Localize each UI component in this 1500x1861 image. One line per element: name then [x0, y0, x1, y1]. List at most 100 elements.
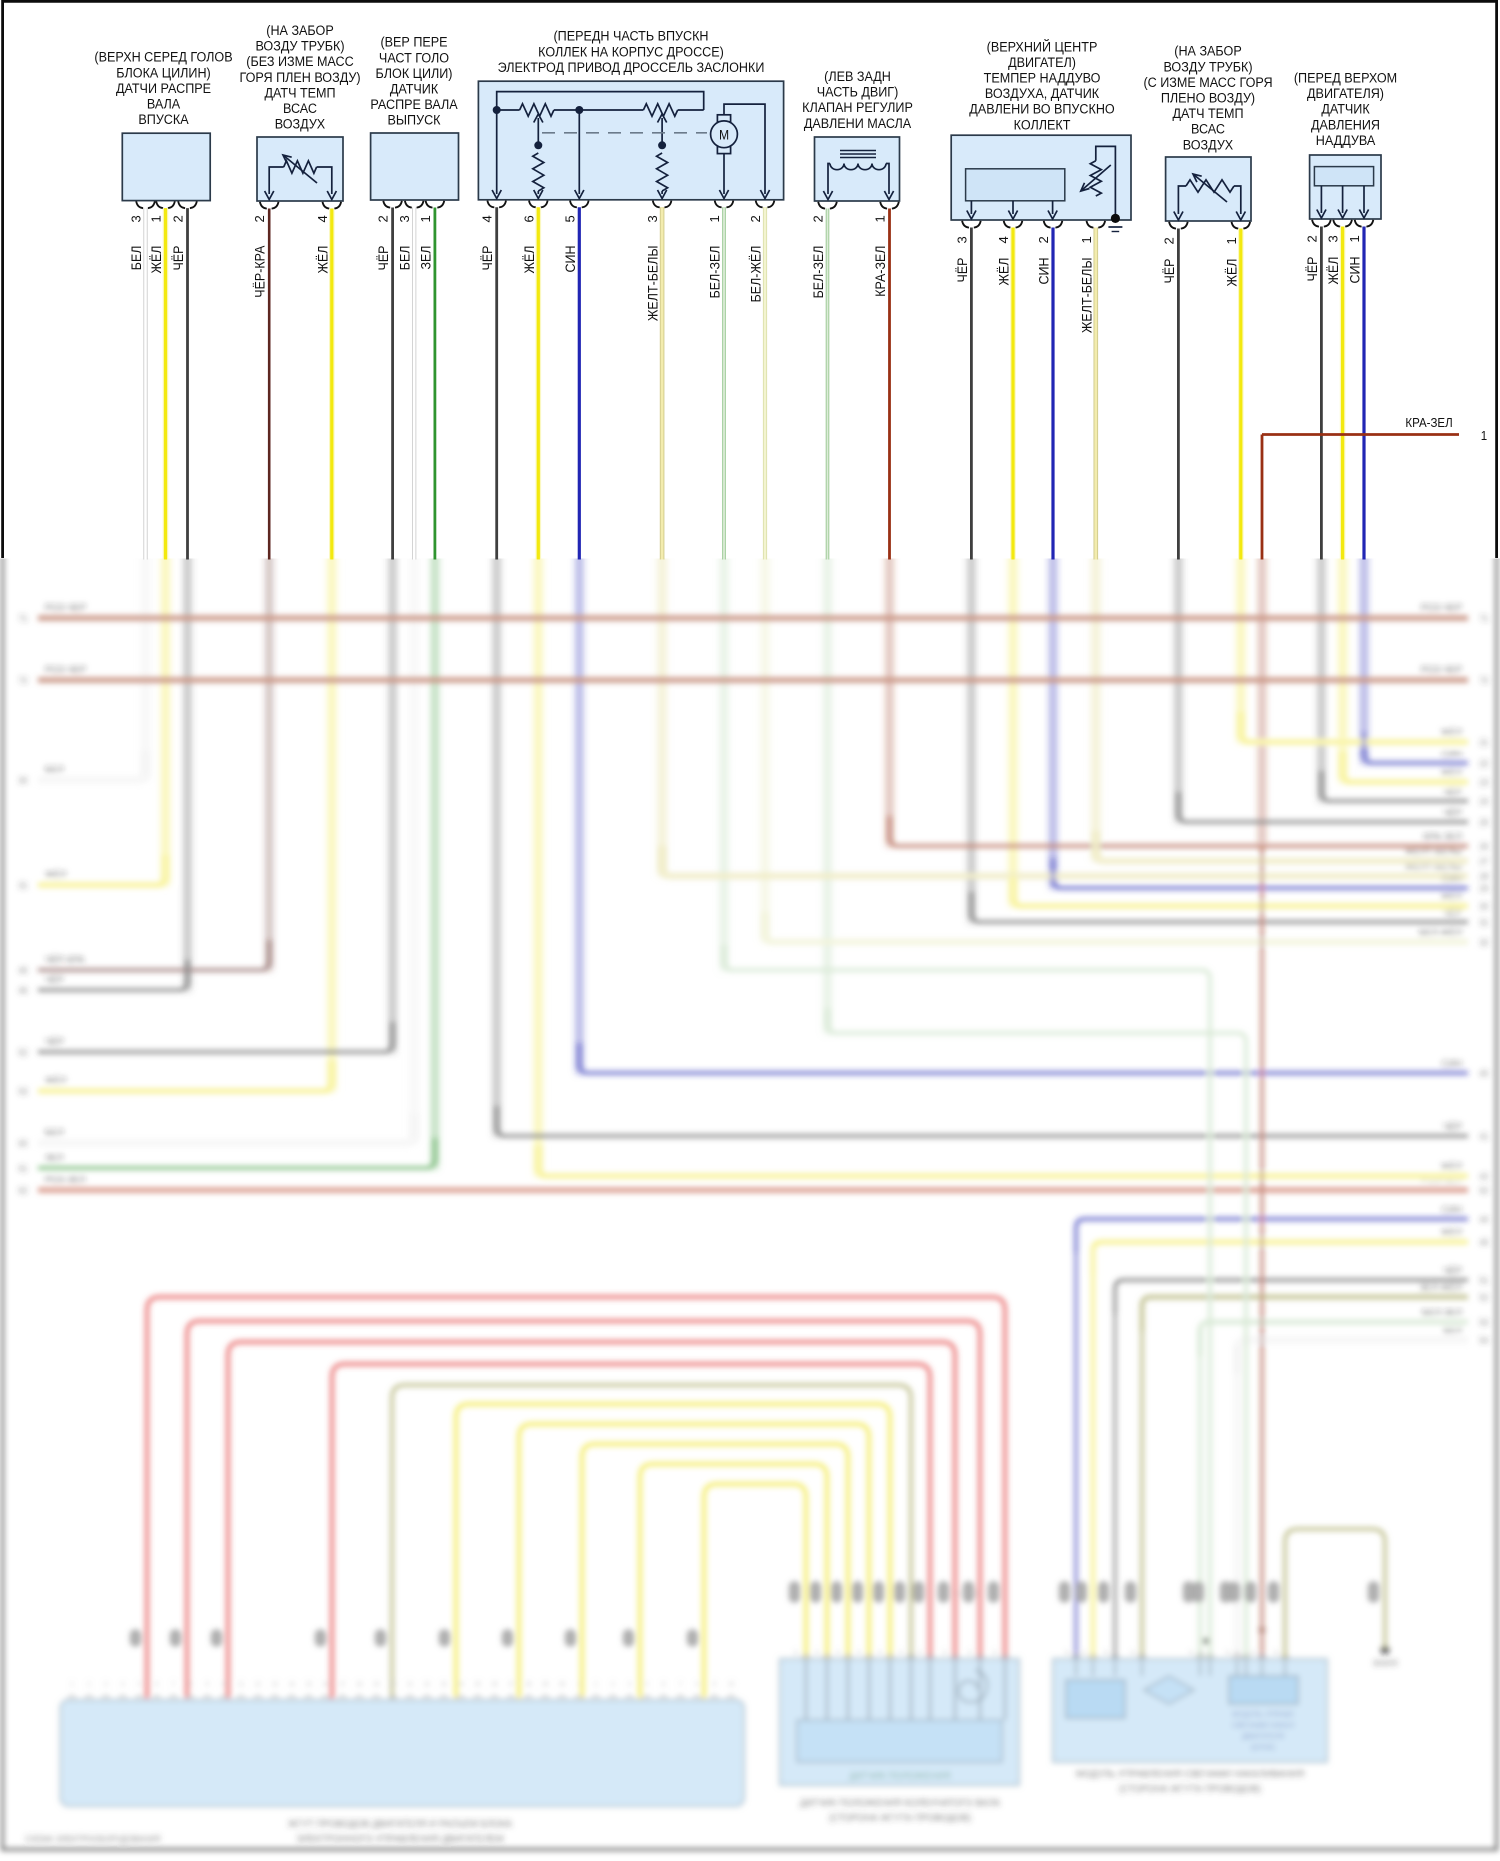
svg-text:5: 5 [138, 1682, 141, 1688]
svg-text:45: 45 [1479, 1237, 1488, 1248]
svg-text:27: 27 [508, 1682, 514, 1688]
svg-text:ДАТЧИК ПОЛОЖЕНИЯ КОЛЕНЧАТОГО В: ДАТЧИК ПОЛОЖЕНИЯ КОЛЕНЧАТОГО ВАЛА [800, 1798, 1000, 1810]
svg-text:БЛОКА ЦИЛИН): БЛОКА ЦИЛИН) [116, 65, 210, 81]
svg-text:ЖЁЛ: ЖЁЛ [1224, 259, 1240, 287]
svg-text:ЖЁЛ: ЖЁЛ [45, 1076, 66, 1088]
svg-text:1: 1 [418, 215, 433, 222]
svg-text:10: 10 [728, 1682, 734, 1688]
svg-text:1: 1 [70, 1682, 73, 1688]
svg-text:4: 4 [1189, 1650, 1193, 1657]
svg-text:ЖЁЛ: ЖЁЛ [1441, 768, 1462, 780]
svg-text:СИН: СИН [562, 246, 578, 273]
svg-text:РОЗ-ЧЕР: РОЗ-ЧЕР [1421, 603, 1462, 615]
svg-text:МОДУЛЬ УПРАВЛЕНИЯ СВЕЧАМИ НАКА: МОДУЛЬ УПРАВЛЕНИЯ СВЕЧАМИ НАКАЛИВАНИЯ [1076, 1769, 1305, 1781]
svg-text:1: 1 [1481, 428, 1488, 443]
svg-text:15: 15 [306, 1682, 312, 1688]
svg-text:41: 41 [1479, 1131, 1488, 1142]
svg-text:ЗЕЛ: ЗЕЛ [418, 246, 434, 270]
svg-text:ЧЁР-КРА: ЧЁР-КРА [45, 955, 85, 967]
svg-text:3: 3 [611, 1682, 614, 1688]
svg-text:4: 4 [628, 1682, 631, 1688]
svg-text:СИН: СИН [1442, 1205, 1462, 1217]
svg-text:5: 5 [975, 1591, 979, 1598]
svg-text:ЧЁР: ЧЁР [1443, 808, 1462, 820]
svg-text:(НА ЗАБОР: (НА ЗАБОР [266, 22, 334, 38]
svg-text:8: 8 [696, 1682, 699, 1688]
svg-text:22: 22 [424, 1682, 430, 1688]
svg-text:СИН: СИН [1442, 749, 1462, 761]
svg-text:ЖЁЛ: ЖЁЛ [1325, 257, 1341, 285]
svg-text:71: 71 [18, 613, 27, 624]
svg-text:62: 62 [1479, 1185, 1488, 1196]
svg-text:25: 25 [475, 1682, 481, 1688]
svg-text:(НА ЗАБОР: (НА ЗАБОР [1174, 43, 1242, 59]
svg-text:72: 72 [1479, 675, 1488, 686]
svg-text:БЕЛ-ЖЁЛ: БЕЛ-ЖЁЛ [748, 246, 764, 303]
svg-text:(ЛЕВ ЗАДН: (ЛЕВ ЗАДН [824, 68, 891, 84]
svg-text:3: 3 [129, 215, 144, 222]
svg-text:4: 4 [1274, 1650, 1278, 1657]
svg-text:ЖЕЛТ-БЕЛЫ: ЖЕЛТ-БЕЛЫ [645, 246, 661, 322]
svg-text:9: 9 [206, 1682, 209, 1688]
svg-text:44: 44 [1479, 1214, 1488, 1225]
svg-text:4: 4 [480, 215, 495, 222]
svg-text:4: 4 [996, 236, 1011, 243]
svg-text:29: 29 [542, 1682, 548, 1688]
svg-text:2: 2 [376, 215, 391, 222]
svg-text:ДВИГАТЕЛ): ДВИГАТЕЛ) [1008, 54, 1076, 70]
svg-text:ДВИГАТЕЛЯ: ДВИГАТЕЛЯ [1242, 1732, 1285, 1741]
svg-text:5: 5 [835, 1591, 839, 1598]
svg-text:1: 1 [577, 1682, 580, 1688]
svg-text:КРА-ЗЕЛ: КРА-ЗЕЛ [1405, 415, 1452, 430]
svg-text:2: 2 [836, 1650, 840, 1657]
svg-text:21: 21 [1479, 737, 1488, 748]
svg-text:51: 51 [1479, 1275, 1488, 1286]
svg-text:ЖЁЛ: ЖЁЛ [1441, 892, 1462, 904]
svg-text:ЖЁЛ: ЖЁЛ [996, 258, 1012, 286]
svg-text:(ПЕРЕД ВЕРХОМ: (ПЕРЕД ВЕРХОМ [1294, 70, 1397, 86]
svg-text:2: 2 [1036, 236, 1051, 243]
svg-text:(БЕЗ ИЗМЕ МАСС: (БЕЗ ИЗМЕ МАСС [246, 54, 354, 70]
svg-text:БЕЛ: БЕЛ [128, 246, 144, 271]
svg-text:28: 28 [1479, 871, 1488, 882]
svg-text:ЖЕЛТ-БЕЛЫ: ЖЕЛТ-БЕЛЫ [1405, 847, 1462, 859]
svg-text:ЧЁР: ЧЁР [1443, 1122, 1462, 1134]
svg-text:БЕЛ-ЗЕЛ: БЕЛ-ЗЕЛ [707, 246, 723, 299]
svg-text:(СТОРОНА ЖГУТА ПРОВОДОВ): (СТОРОНА ЖГУТА ПРОВОДОВ) [829, 1813, 971, 1825]
svg-text:ЧЁР: ЧЁР [375, 245, 391, 270]
svg-text:71: 71 [1479, 613, 1488, 624]
svg-text:20: 20 [390, 1682, 396, 1688]
svg-text:1: 1 [707, 215, 722, 222]
svg-text:(ПЕРЕДН ЧАСТЬ ВПУСКН: (ПЕРЕДН ЧАСТЬ ВПУСКН [553, 28, 708, 44]
svg-text:2: 2 [594, 1682, 597, 1688]
svg-text:БЕЛ: БЕЛ [1443, 1326, 1462, 1338]
svg-text:5: 5 [898, 1591, 902, 1598]
svg-text:2: 2 [748, 215, 763, 222]
svg-text:72: 72 [18, 675, 27, 686]
svg-text:61: 61 [18, 1163, 27, 1174]
svg-text:БЕЛ: БЕЛ [45, 1128, 64, 1140]
svg-text:6: 6 [662, 1682, 665, 1688]
svg-text:СИН: СИН [1036, 258, 1052, 285]
svg-text:БЕЛ: БЕЛ [397, 246, 413, 271]
svg-text:3: 3 [397, 215, 412, 222]
svg-text:62: 62 [18, 1185, 27, 1196]
svg-text:БЕЛ-ЗЕЛ: БЕЛ-ЗЕЛ [810, 246, 826, 299]
svg-text:РОЗ-ЧЕР: РОЗ-ЧЕР [1421, 665, 1462, 677]
svg-text:42: 42 [1479, 1171, 1488, 1182]
svg-text:ЖЕЛТ-БЕЛЫ: ЖЕЛТ-БЕЛЫ [1405, 862, 1462, 874]
svg-text:ЧЁР: ЧЁР [954, 257, 970, 282]
svg-text:28: 28 [525, 1682, 531, 1688]
svg-text:2: 2 [87, 1682, 90, 1688]
svg-text:4: 4 [1065, 1650, 1069, 1657]
svg-text:21: 21 [407, 1682, 413, 1688]
svg-text:ЧЁР: ЧЁР [1443, 908, 1462, 920]
svg-text:ЧАСТЬ ДВИГ): ЧАСТЬ ДВИГ) [817, 84, 899, 100]
svg-text:ГОРЯ ПЛЕН ВОЗДУ): ГОРЯ ПЛЕН ВОЗДУ) [239, 69, 360, 85]
svg-text:ЭЛЕКТРОННОГО УПРАВЛЕНИЯ ДВИГАТ: ЭЛЕКТРОННОГО УПРАВЛЕНИЯ ДВИГАТЕЛЕМ [296, 1834, 503, 1846]
svg-text:13: 13 [272, 1682, 278, 1688]
svg-text:2: 2 [252, 215, 267, 222]
svg-text:5: 5 [937, 1591, 941, 1598]
svg-text:23: 23 [1479, 777, 1488, 788]
svg-text:4: 4 [121, 1682, 124, 1688]
